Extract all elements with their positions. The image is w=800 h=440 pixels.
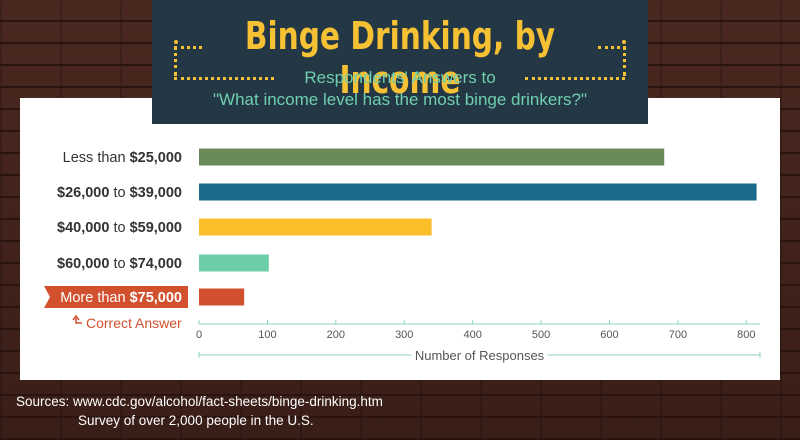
x-tick-label: 400 bbox=[463, 329, 481, 341]
x-tick-label: 600 bbox=[600, 329, 618, 341]
banner-dotted-line bbox=[525, 77, 625, 80]
banner-dotted-line bbox=[174, 46, 202, 49]
x-tick-label: 200 bbox=[327, 329, 345, 341]
sources: Sources: www.cdc.gov/alcohol/fact-sheets… bbox=[16, 392, 383, 430]
banner-dotted-line bbox=[598, 46, 626, 49]
bar-3 bbox=[199, 254, 269, 272]
annotation-arrowhead-icon bbox=[72, 314, 80, 321]
x-tick-label: 800 bbox=[737, 329, 755, 341]
x-tick-label: 500 bbox=[532, 329, 550, 341]
banner-dotted-line bbox=[623, 46, 626, 76]
banner-dotted-line bbox=[174, 77, 274, 80]
annotation-label: Correct Answer bbox=[86, 315, 182, 331]
chart-panel bbox=[20, 98, 780, 380]
bar-4 bbox=[199, 288, 245, 306]
annotation-arrow-icon bbox=[75, 318, 82, 324]
source-line-2: Survey of over 2,000 people in the U.S. bbox=[78, 413, 314, 428]
banner-dot bbox=[622, 40, 626, 44]
bar-2 bbox=[199, 218, 432, 236]
banner-dot bbox=[174, 40, 178, 44]
category-label: $60,000 to $74,000 bbox=[57, 256, 182, 272]
chart-subtitle-line2: "What income level has the most binge dr… bbox=[213, 90, 587, 109]
highlight-label-background bbox=[44, 286, 188, 308]
x-tick-label: 300 bbox=[395, 329, 413, 341]
x-tick-label: 700 bbox=[669, 329, 687, 341]
chart-title: Binge Drinking, by Income bbox=[244, 14, 556, 102]
category-label: Less than $25,000 bbox=[63, 150, 182, 166]
category-label: $26,000 to $39,000 bbox=[57, 185, 182, 201]
bar-0 bbox=[199, 148, 665, 166]
category-label: More than $75,000 bbox=[60, 290, 182, 306]
x-tick-label: 0 bbox=[196, 329, 202, 341]
chart-subtitle-line1: Respondents' Answers to bbox=[304, 68, 496, 87]
source-line-1: Sources: www.cdc.gov/alcohol/fact-sheets… bbox=[16, 394, 383, 409]
x-tick-label: 100 bbox=[258, 329, 276, 341]
title-banner: Binge Drinking, by Income Respondents' A… bbox=[152, 0, 648, 124]
category-label: $40,000 to $59,000 bbox=[57, 220, 182, 236]
banner-dotted-line bbox=[174, 46, 177, 76]
bar-1 bbox=[199, 183, 757, 201]
x-axis-title: Number of Responses bbox=[415, 348, 545, 363]
